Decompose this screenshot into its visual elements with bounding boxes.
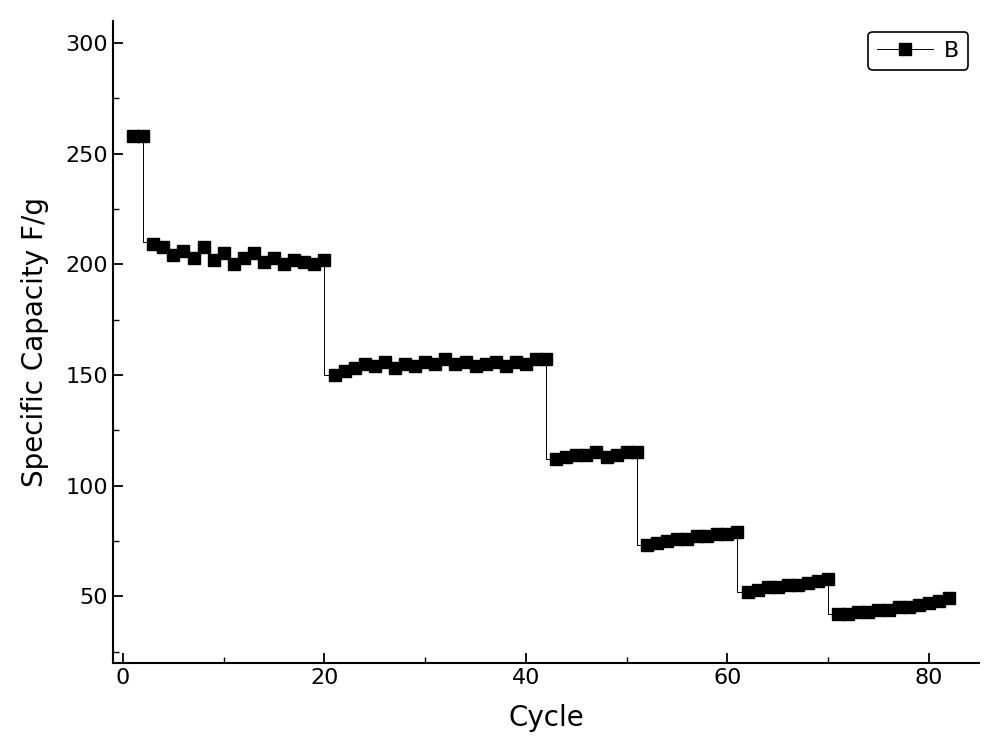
Legend: B: B <box>868 32 968 70</box>
Line: B: B <box>128 130 149 142</box>
B <box>127 131 139 140</box>
Y-axis label: Specific Capacity F/g: Specific Capacity F/g <box>21 197 49 486</box>
X-axis label: Cycle: Cycle <box>508 704 584 732</box>
B <box>137 131 149 140</box>
